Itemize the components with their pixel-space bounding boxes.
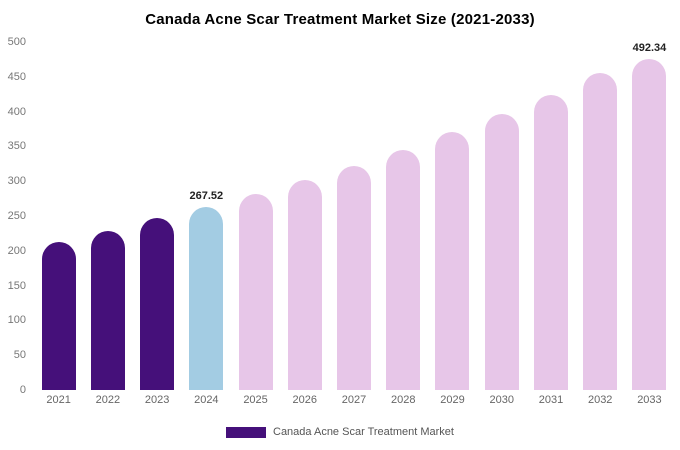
bar-2030 [484,114,519,390]
y-tick-label: 300 [7,175,26,188]
x-axis: 2021 2022 2023 2024 2025 2026 2027 2028 2029 2030… [34,394,674,406]
bar-2031 [533,94,568,390]
bar-value-label: 492.34 [632,42,667,54]
chart-title: Canada Acne Scar Treatment Market Size (… [145,11,535,28]
bar-2025 [238,193,273,390]
y-tick-label: 200 [7,244,26,257]
bar-column [526,42,575,390]
x-tick-label: 2029 [440,394,465,406]
bar-column [379,42,428,390]
bars-row: 267.52 492.34 [34,42,674,390]
bar-2027 [337,165,372,390]
x-tick-label: 2023 [144,394,170,406]
bar-column: 492.34 [625,42,674,390]
y-tick-label: 0 [19,384,26,396]
bar-2022 [90,231,125,390]
bar-2028 [386,149,421,390]
bar-column [477,42,526,390]
bar-column [83,42,132,390]
y-tick-label: 500 [7,36,26,48]
x-tick-label: 2030 [489,394,514,406]
plot-area: 0 50 100 150 200 250 300 350 400 450 500 267.52 492… [0,36,680,396]
bar-column [34,42,83,390]
bar-2026 [287,179,322,390]
y-tick-label: 350 [7,140,26,153]
x-tick-label: 2028 [391,394,416,406]
bar-2021 [41,241,76,390]
x-tick-label: 2022 [95,394,121,406]
x-tick-label: 2033 [637,394,662,406]
y-tick-label: 100 [7,314,26,327]
bar-column [132,42,181,390]
bar-2032 [583,72,618,390]
x-tick-label: 2021 [46,394,71,406]
legend: Canada Acne Scar Treatment Market [0,426,680,438]
bar-2033 [632,59,667,390]
y-tick-label: 150 [7,279,26,292]
bar-column [231,42,280,390]
y-tick-label: 50 [13,349,26,362]
x-tick-label: 2032 [587,394,613,406]
bar-column [329,42,378,390]
bar-column [576,42,625,390]
bar-2024 [189,206,224,390]
y-tick-label: 250 [7,210,26,222]
bar-column [428,42,477,390]
bar-value-label: 267.52 [189,189,224,202]
x-tick-label: 2027 [341,394,367,406]
x-tick-label: 2031 [538,394,564,406]
bar-2029 [435,132,470,390]
y-tick-label: 450 [7,70,26,83]
bar-column: 267.52 [182,42,231,390]
legend-label: Canada Acne Scar Treatment Market [273,426,454,438]
x-tick-label: 2025 [243,394,268,406]
bar-column [280,42,329,390]
x-tick-label: 2024 [194,394,219,406]
x-tick-label: 2026 [292,394,318,406]
y-axis: 0 50 100 150 200 250 300 350 400 450 500 [0,36,26,396]
y-tick-label: 400 [7,105,26,118]
legend-swatch [226,426,266,438]
bar-2023 [140,218,175,390]
